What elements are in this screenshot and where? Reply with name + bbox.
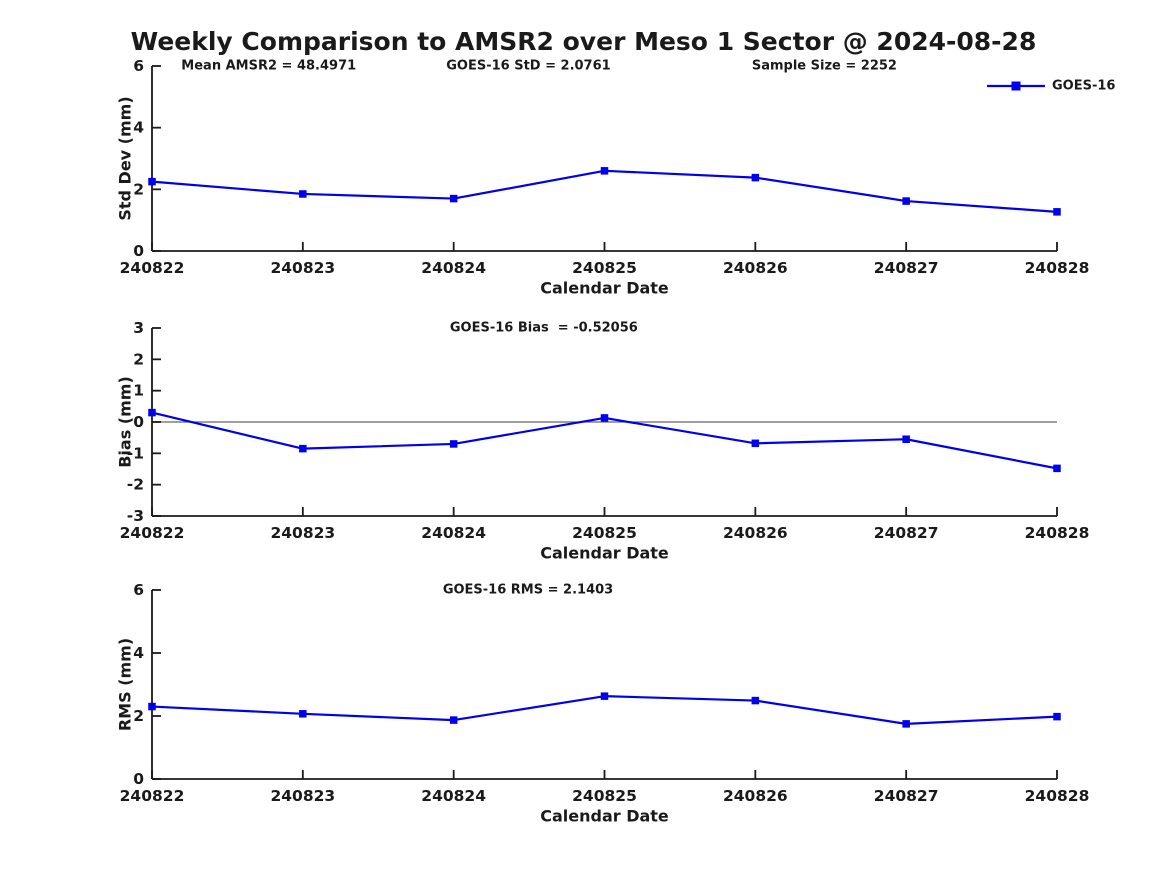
subplot-std-dev-mm: 0 2 4 6 240822 240823 240824 240825 240826 240827… — [116, 57, 1116, 298]
y-tick-label: -1 — [127, 444, 144, 462]
y-tick-label: 0 — [133, 770, 144, 788]
y-tick-label: 1 — [133, 382, 144, 400]
annotation-text: GOES-16 StD = 2.0761 — [446, 59, 610, 74]
data-point-marker — [600, 167, 609, 175]
x-tick-label: 240822 — [120, 259, 185, 277]
annotation-text: Sample Size = 2252 — [752, 59, 897, 74]
x-tick-label: 240824 — [421, 524, 486, 542]
x-tick-label: 240826 — [723, 524, 788, 542]
data-point-marker — [299, 190, 307, 198]
annotation-text: Mean AMSR2 = 48.4971 — [181, 59, 356, 74]
x-tick-label: 240822 — [120, 787, 185, 805]
legend-label: GOES-16 — [1052, 79, 1115, 94]
y-tick-label: 4 — [133, 119, 144, 137]
y-tick-label: 6 — [133, 581, 144, 599]
x-tick-label: 240824 — [421, 787, 486, 805]
x-tick-label: 240828 — [1025, 259, 1090, 277]
x-tick-label: 240822 — [120, 524, 185, 542]
x-tick-label: 240823 — [270, 787, 335, 805]
y-tick-label: 2 — [133, 180, 144, 198]
x-axis-label: Calendar Date — [540, 807, 669, 826]
y-tick-label: 6 — [133, 57, 144, 75]
y-tick-label: 0 — [133, 413, 144, 431]
x-tick-label: 240823 — [270, 259, 335, 277]
y-tick-label: -3 — [127, 507, 144, 525]
y-tick-label: 0 — [133, 242, 144, 260]
data-point-marker — [1053, 208, 1061, 216]
legend-marker — [1011, 81, 1021, 91]
data-point-marker — [449, 194, 458, 203]
data-point-marker — [902, 720, 910, 728]
x-tick-label: 240827 — [874, 524, 939, 542]
y-tick-label: 2 — [133, 350, 144, 368]
data-point-marker — [449, 716, 458, 724]
data-point-marker — [1053, 464, 1061, 473]
annotation-text: GOES-16 RMS = 2.1403 — [443, 583, 613, 598]
x-axis-label: Calendar Date — [540, 279, 669, 298]
x-tick-label: 240825 — [572, 259, 637, 277]
data-point-marker — [600, 692, 609, 700]
data-point-marker — [299, 710, 307, 718]
y-axis-label: Bias (mm) — [116, 376, 135, 468]
y-tick-label: 2 — [133, 707, 144, 725]
data-point-marker — [902, 197, 910, 205]
x-tick-label: 240826 — [723, 259, 788, 277]
data-point-marker — [449, 440, 458, 448]
y-axis-label: RMS (mm) — [116, 638, 135, 731]
data-point-marker — [751, 439, 760, 448]
y-axis-label: Std Dev (mm) — [116, 96, 135, 220]
annotation-text: GOES-16 Bias = -0.52056 — [450, 321, 638, 336]
data-point-marker — [148, 702, 156, 711]
x-tick-label: 240823 — [270, 524, 335, 542]
subplot-rms-mm: 0 2 4 6 240822 240823 240824 240825 240826 240827… — [116, 581, 1090, 826]
subplot-bias-mm: -3 -2 -1 0 1 2 3 240822 240823 240824 240825 240826… — [116, 319, 1090, 563]
data-point-marker — [902, 435, 910, 443]
series-line-goes-16 — [151, 169, 1058, 213]
data-point-marker — [299, 444, 307, 453]
chart-title: Weekly Comparison to AMSR2 over Meso 1 S… — [130, 27, 1037, 56]
data-point-marker — [148, 177, 156, 186]
series-line-goes-16 — [151, 695, 1058, 725]
data-point-marker — [600, 414, 609, 422]
x-tick-label: 240824 — [421, 259, 486, 277]
x-tick-label: 240826 — [723, 787, 788, 805]
data-point-marker — [1053, 712, 1061, 721]
x-tick-label: 240825 — [572, 524, 637, 542]
x-tick-label: 240827 — [874, 259, 939, 277]
data-point-marker — [751, 173, 760, 182]
x-tick-label: 240828 — [1025, 787, 1090, 805]
x-tick-label: 240825 — [572, 787, 637, 805]
data-point-marker — [148, 408, 156, 417]
y-tick-label: -2 — [127, 476, 144, 494]
x-tick-label: 240828 — [1025, 524, 1090, 542]
x-tick-label: 240827 — [874, 787, 939, 805]
y-tick-label: 3 — [133, 319, 144, 337]
x-axis-label: Calendar Date — [540, 544, 669, 563]
y-tick-label: 4 — [133, 644, 144, 662]
legend: GOES-16 — [987, 79, 1115, 94]
data-point-marker — [751, 696, 760, 705]
